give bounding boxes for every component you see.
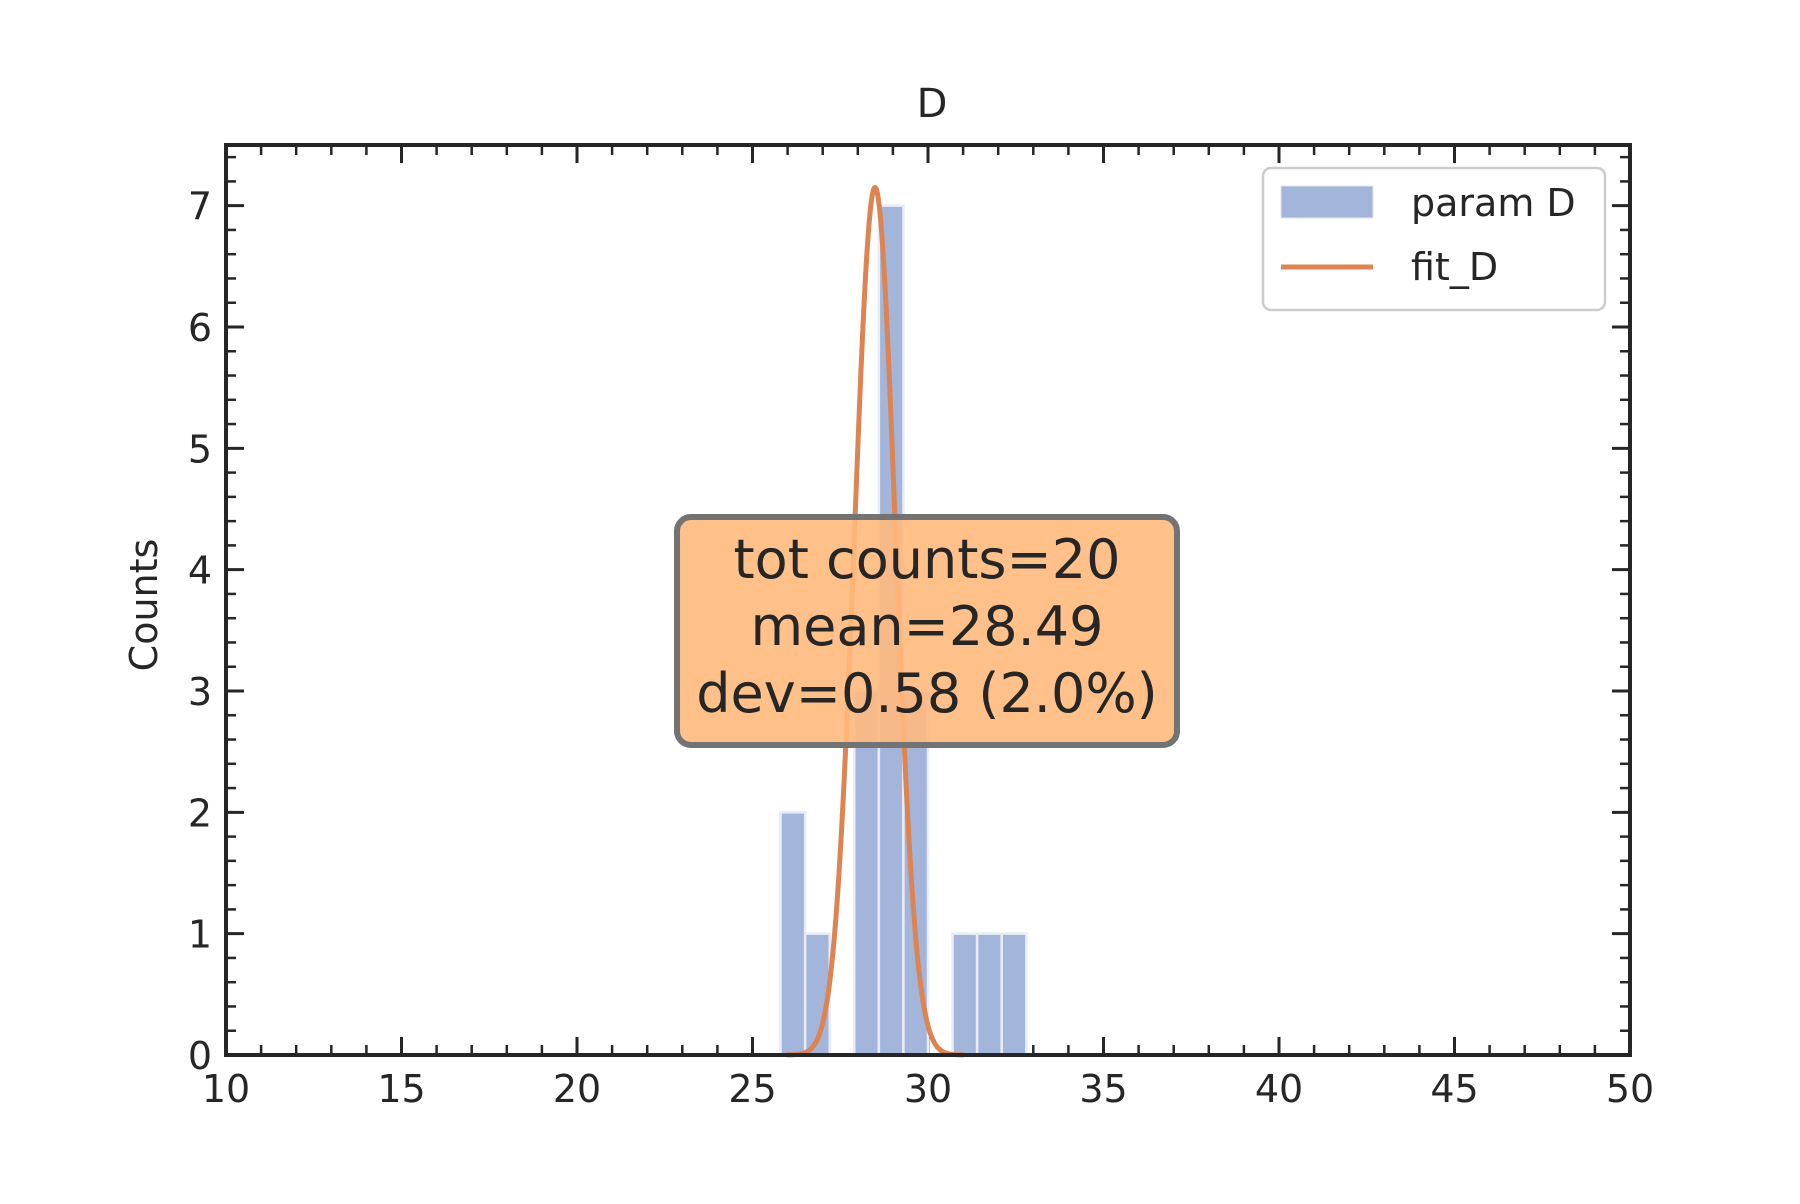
y-axis-label: Counts (122, 539, 166, 672)
y-tick-label: 6 (188, 306, 212, 350)
x-tick-label: 40 (1255, 1067, 1303, 1111)
histogram-bar (779, 811, 807, 1057)
x-tick-label: 15 (377, 1067, 425, 1111)
stats-annotation: tot counts=20 mean=28.49 dev=0.58 (2.0%) (674, 514, 1180, 748)
legend-label-fit-d: fit_D (1411, 245, 1498, 289)
x-tick-label: 10 (202, 1067, 250, 1111)
plot-frame (224, 143, 1632, 1057)
chart-title: D (917, 81, 948, 127)
y-tick-label: 0 (188, 1034, 212, 1078)
stats-deviation: dev=0.58 (2.0%) (696, 662, 1157, 725)
y-tick-label: 3 (188, 670, 212, 714)
x-tick-label: 35 (1079, 1067, 1127, 1111)
legend-swatch-param-d (1280, 185, 1374, 219)
histogram-bar (975, 932, 1003, 1057)
y-tick-label: 7 (188, 185, 212, 229)
y-tick-label: 5 (188, 427, 212, 471)
y-tick-label: 1 (188, 913, 212, 957)
stats-total-counts: tot counts=20 (734, 528, 1121, 591)
stats-box (674, 514, 1180, 748)
x-tick-label: 25 (728, 1067, 776, 1111)
legend: param D fit_D (1261, 166, 1607, 312)
histogram-bar (1000, 932, 1028, 1057)
x-tick-label: 50 (1606, 1067, 1654, 1111)
fit-line (785, 185, 966, 1058)
stats-mean: mean=28.49 (751, 595, 1104, 658)
y-tick-label: 2 (188, 791, 212, 835)
x-tick-label: 20 (553, 1067, 601, 1111)
x-tick-label: 30 (904, 1067, 952, 1111)
fit-line-layer (785, 185, 966, 1058)
histogram-bar (951, 932, 979, 1057)
histogram-bar (902, 689, 930, 1057)
legend-label-param-d: param D (1411, 181, 1576, 225)
x-tick-label: 45 (1430, 1067, 1478, 1111)
y-tick-label: 4 (188, 549, 212, 593)
